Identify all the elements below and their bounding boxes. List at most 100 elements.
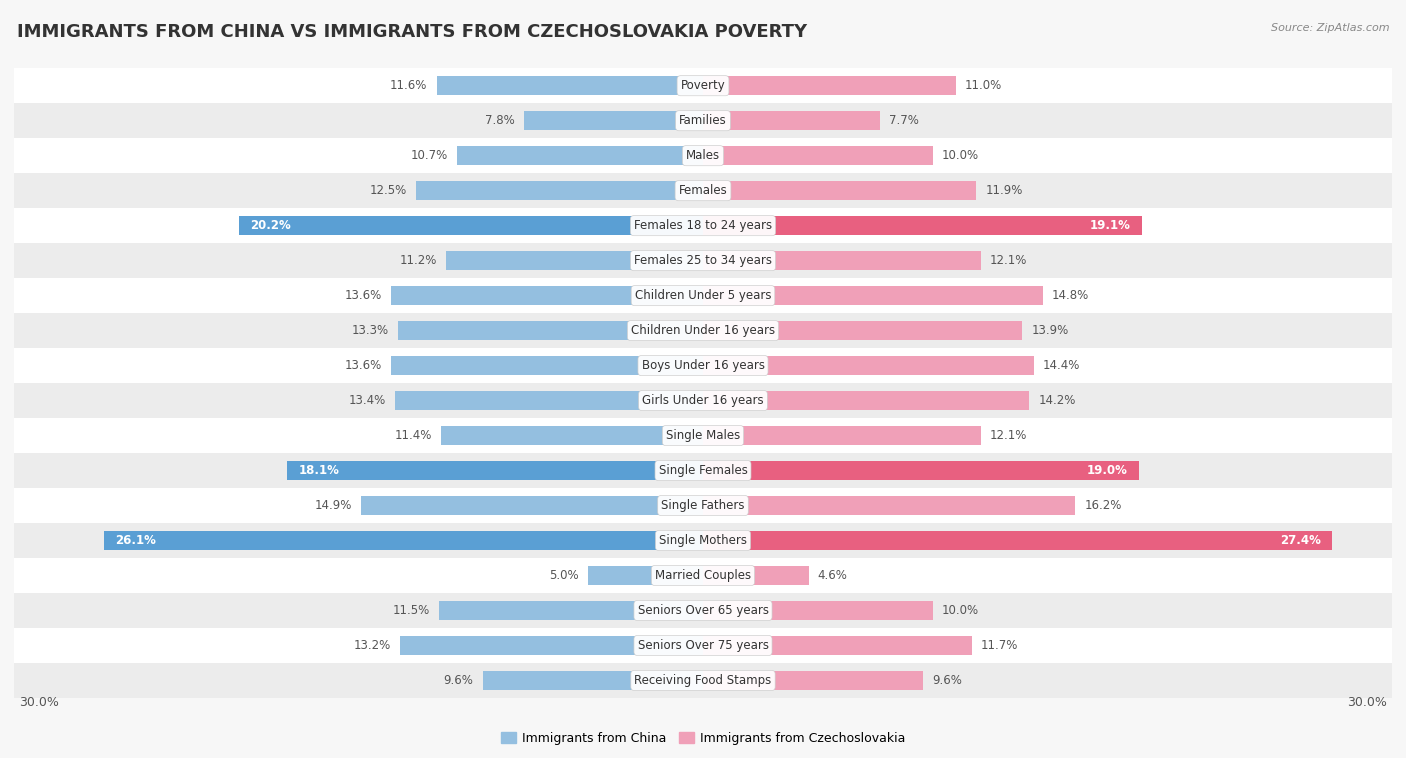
Bar	[391, 286, 703, 305]
Bar	[703, 636, 972, 655]
Text: Females 18 to 24 years: Females 18 to 24 years	[634, 219, 772, 232]
Bar	[703, 286, 1043, 305]
Bar	[14, 628, 1392, 663]
Legend: Immigrants from China, Immigrants from Czechoslovakia: Immigrants from China, Immigrants from C…	[496, 727, 910, 750]
Text: Single Males: Single Males	[666, 429, 740, 442]
Bar	[287, 461, 703, 480]
Bar	[14, 243, 1392, 278]
Bar	[482, 671, 703, 690]
Bar	[703, 496, 1076, 515]
Text: 5.0%: 5.0%	[550, 569, 579, 582]
Text: Females 25 to 34 years: Females 25 to 34 years	[634, 254, 772, 267]
Text: Families: Families	[679, 114, 727, 127]
Bar	[703, 76, 956, 96]
Bar	[703, 461, 1139, 480]
Text: 11.2%: 11.2%	[399, 254, 437, 267]
Text: 4.6%: 4.6%	[818, 569, 848, 582]
Text: Boys Under 16 years: Boys Under 16 years	[641, 359, 765, 372]
Text: 19.0%: 19.0%	[1087, 464, 1128, 477]
Bar	[457, 146, 703, 165]
Text: 7.8%: 7.8%	[485, 114, 515, 127]
Bar	[703, 531, 1333, 550]
Text: 10.7%: 10.7%	[411, 149, 449, 162]
Bar	[14, 138, 1392, 173]
Bar	[14, 208, 1392, 243]
Bar	[14, 68, 1392, 103]
Text: 11.7%: 11.7%	[981, 639, 1018, 652]
Text: 13.4%: 13.4%	[349, 394, 387, 407]
Bar	[14, 663, 1392, 698]
Bar	[703, 426, 981, 445]
Text: 20.2%: 20.2%	[250, 219, 291, 232]
Bar	[14, 558, 1392, 593]
Bar	[703, 111, 880, 130]
Bar	[104, 531, 703, 550]
Text: 12.1%: 12.1%	[990, 254, 1028, 267]
Bar	[14, 488, 1392, 523]
Bar	[14, 453, 1392, 488]
Text: Children Under 5 years: Children Under 5 years	[634, 289, 772, 302]
Bar	[446, 251, 703, 271]
Text: 11.5%: 11.5%	[392, 604, 430, 617]
Bar	[703, 391, 1029, 410]
Bar	[14, 418, 1392, 453]
Text: 9.6%: 9.6%	[932, 674, 963, 687]
Bar	[361, 496, 703, 515]
Text: 14.2%: 14.2%	[1038, 394, 1076, 407]
Text: Married Couples: Married Couples	[655, 569, 751, 582]
Text: 26.1%: 26.1%	[115, 534, 156, 547]
Text: Receiving Food Stamps: Receiving Food Stamps	[634, 674, 772, 687]
Bar	[14, 173, 1392, 208]
Bar	[14, 278, 1392, 313]
Bar	[703, 146, 932, 165]
Text: 7.7%: 7.7%	[889, 114, 920, 127]
Text: 16.2%: 16.2%	[1084, 499, 1122, 512]
Text: 13.9%: 13.9%	[1032, 324, 1069, 337]
Text: 11.0%: 11.0%	[965, 80, 1002, 92]
Text: Single Mothers: Single Mothers	[659, 534, 747, 547]
Text: 14.4%: 14.4%	[1043, 359, 1080, 372]
Text: 13.2%: 13.2%	[353, 639, 391, 652]
Bar	[703, 671, 924, 690]
Text: IMMIGRANTS FROM CHINA VS IMMIGRANTS FROM CZECHOSLOVAKIA POVERTY: IMMIGRANTS FROM CHINA VS IMMIGRANTS FROM…	[17, 23, 807, 41]
Bar	[588, 566, 703, 585]
Bar	[703, 601, 932, 620]
Bar	[703, 356, 1033, 375]
Text: 12.5%: 12.5%	[370, 184, 406, 197]
Text: 12.1%: 12.1%	[990, 429, 1028, 442]
Text: 10.0%: 10.0%	[942, 149, 979, 162]
Text: 11.9%: 11.9%	[986, 184, 1022, 197]
Text: Seniors Over 75 years: Seniors Over 75 years	[637, 639, 769, 652]
Bar	[437, 76, 703, 96]
Bar	[441, 426, 703, 445]
Bar	[14, 313, 1392, 348]
Text: 30.0%: 30.0%	[18, 696, 59, 709]
Text: Children Under 16 years: Children Under 16 years	[631, 324, 775, 337]
Bar	[391, 356, 703, 375]
Text: 11.4%: 11.4%	[395, 429, 432, 442]
Bar	[399, 636, 703, 655]
Bar	[703, 216, 1142, 235]
Text: 10.0%: 10.0%	[942, 604, 979, 617]
Text: 19.1%: 19.1%	[1090, 219, 1130, 232]
Bar	[398, 321, 703, 340]
Text: 13.3%: 13.3%	[352, 324, 388, 337]
Text: Single Fathers: Single Fathers	[661, 499, 745, 512]
Bar	[239, 216, 703, 235]
Text: 30.0%: 30.0%	[1347, 696, 1388, 709]
Bar	[14, 523, 1392, 558]
Bar	[14, 103, 1392, 138]
Text: Single Females: Single Females	[658, 464, 748, 477]
Text: Males: Males	[686, 149, 720, 162]
Bar	[703, 321, 1022, 340]
Bar	[14, 383, 1392, 418]
Bar	[439, 601, 703, 620]
Bar	[14, 348, 1392, 383]
Text: 13.6%: 13.6%	[344, 359, 381, 372]
Text: 9.6%: 9.6%	[443, 674, 474, 687]
Text: 14.8%: 14.8%	[1052, 289, 1090, 302]
Bar	[395, 391, 703, 410]
Text: Poverty: Poverty	[681, 80, 725, 92]
Bar	[703, 251, 981, 271]
Text: 14.9%: 14.9%	[315, 499, 352, 512]
